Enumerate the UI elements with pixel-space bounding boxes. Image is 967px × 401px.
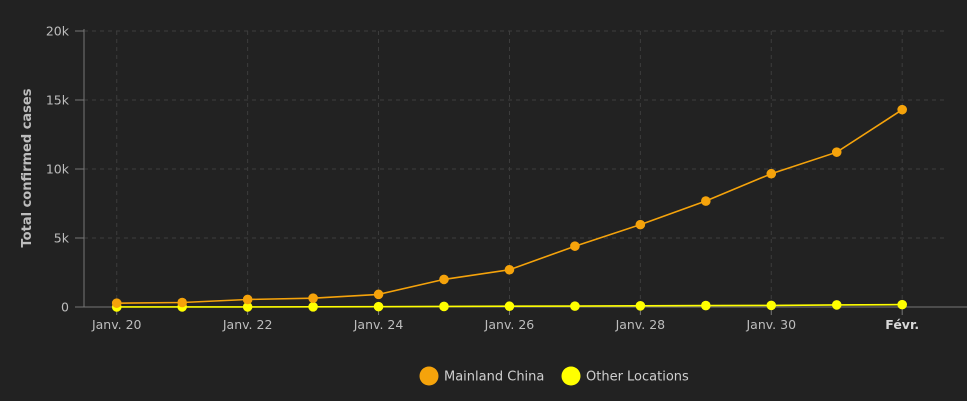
x-tick-label: Janv. 30 [745,317,796,332]
mainland-china-point[interactable] [635,219,646,230]
x-tick-label: Janv. 22 [222,317,273,332]
mainland-china-point[interactable] [111,298,122,308]
y-tick-label: 15k [46,93,70,108]
other-locations-series [111,299,907,312]
series [111,104,907,312]
other-locations-point[interactable] [308,302,318,312]
other-locations-point[interactable] [831,300,842,310]
mainland-china-point[interactable] [308,293,318,303]
y-axis-label: Total confirmed cases [20,88,35,247]
mainland-china-point[interactable] [504,264,515,275]
x-tick-label: Janv. 26 [484,317,535,332]
other-locations-point[interactable] [897,299,907,310]
grid [84,30,948,307]
x-tick-label: Févr. [885,317,919,332]
mainland-china-point[interactable] [439,274,449,285]
mainland-china-point[interactable] [177,297,187,308]
y-tick-label: 20k [46,24,70,39]
other-locations-point[interactable] [766,300,777,311]
y-tick-label: 5k [54,231,70,246]
mainland-china-series [111,104,907,308]
other-locations-point[interactable] [570,301,580,311]
legend[interactable]: Mainland China Other Locations [419,366,690,386]
other-locations-point[interactable] [701,300,711,311]
axes: 0 5k 10k 15k 20k Janv. 20 Janv. 22 Janv. 24 Janv… [46,24,967,332]
legend-label: Other Locations [586,370,689,385]
x-tick-label: Janv. 28 [615,317,666,332]
mainland-china-point[interactable] [373,289,384,300]
other-locations-point[interactable] [635,300,646,311]
legend-item-other-locations[interactable]: Other Locations [561,366,690,386]
mainland-china-point[interactable] [701,196,711,206]
legend-label: Mainland China [444,370,544,385]
mainland-china-point[interactable] [570,241,580,251]
y-tick-label: 0 [61,300,69,315]
other-locations-point[interactable] [242,302,253,312]
mainland-china-point[interactable] [897,104,907,115]
other-locations-point[interactable] [439,301,449,312]
x-tick-label: Janv. 20 [91,317,142,332]
other-locations-point[interactable] [373,301,384,312]
legend-item-mainland-china[interactable]: Mainland China [419,366,545,386]
mainland-china-point[interactable] [766,168,777,179]
y-tick-label: 10k [46,162,70,177]
legend-marker [419,366,439,386]
mainland-china-point[interactable] [831,147,842,157]
mainland-china-point[interactable] [242,294,253,305]
other-locations-point[interactable] [504,301,515,312]
legend-marker [561,366,581,386]
x-tick-label: Janv. 24 [353,317,404,332]
